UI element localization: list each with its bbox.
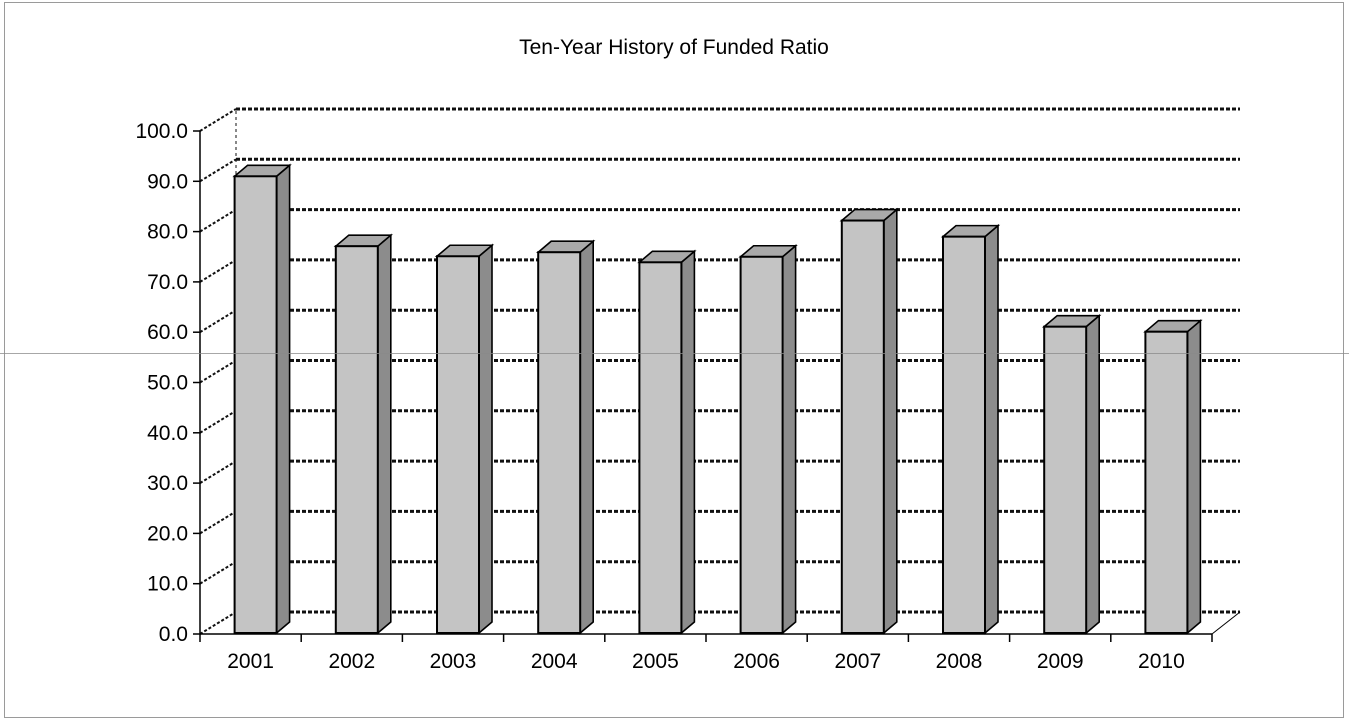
y-tick-label: 100.0 <box>135 120 188 143</box>
y-tick-label: 70.0 <box>147 271 188 294</box>
bar-side <box>376 233 392 635</box>
x-tick-label: 2008 <box>936 650 983 673</box>
bar <box>942 235 986 634</box>
bar <box>638 261 683 634</box>
bar-side <box>1085 313 1100 635</box>
bar <box>334 245 379 634</box>
y-tick-label: 80.0 <box>147 221 188 244</box>
bar <box>436 255 480 634</box>
label-layer: 0.0 10.0 20.0 30.0 40.0 50.0 60.0 70.0 80.0 90.0 1… <box>135 120 1184 673</box>
bar <box>233 175 278 635</box>
gridline-wall <box>199 460 237 484</box>
gridline-wall <box>199 309 237 334</box>
x-tick-label: 2006 <box>733 650 780 673</box>
bar-layer <box>232 163 1203 635</box>
x-tick-label: 2009 <box>1037 650 1084 673</box>
x-tick-label: 2007 <box>834 650 881 673</box>
bar-side <box>275 163 291 635</box>
y-tick-label: 90.0 <box>147 170 188 193</box>
bar <box>739 255 784 634</box>
y-tick-label: 60.0 <box>147 321 188 344</box>
bar-side <box>984 223 999 635</box>
bar-side <box>680 249 696 635</box>
gridline-wall <box>199 611 237 635</box>
bar-side <box>579 239 595 635</box>
x-tick-label: 2002 <box>328 650 375 673</box>
x-tick-label: 2005 <box>632 650 679 673</box>
chart-title: Ten-Year History of Funded Ratio <box>519 36 829 59</box>
y-tick-label: 30.0 <box>147 472 188 495</box>
gridline-wall <box>199 259 237 283</box>
y-tick-label: 20.0 <box>147 522 188 545</box>
bar <box>1043 325 1088 634</box>
gridline-wall <box>199 359 237 384</box>
bar-side <box>1186 318 1202 635</box>
gridline-wall <box>199 510 237 535</box>
x-tick-label: 2001 <box>227 650 274 673</box>
floor-edge <box>1211 611 1241 635</box>
gridline-wall <box>199 158 237 183</box>
x-tick-label: 2010 <box>1138 650 1185 673</box>
x-tick-label: 2004 <box>531 650 578 673</box>
gridline-wall <box>199 560 237 585</box>
bar-side <box>882 207 898 635</box>
y-tick-label: 50.0 <box>147 372 188 395</box>
bar-side <box>478 243 493 635</box>
bar <box>1144 330 1189 634</box>
gridline-wall <box>199 208 237 233</box>
bar <box>537 251 582 635</box>
scan-line <box>0 353 1349 354</box>
y-tick-label: 40.0 <box>147 422 188 445</box>
gridline-wall <box>199 108 237 132</box>
gridline-wall <box>199 409 237 434</box>
bar <box>840 219 885 634</box>
bar-side <box>781 244 797 635</box>
x-tick-label: 2003 <box>430 650 477 673</box>
y-tick-label: 0.0 <box>159 623 188 646</box>
y-tick-label: 10.0 <box>147 573 188 596</box>
